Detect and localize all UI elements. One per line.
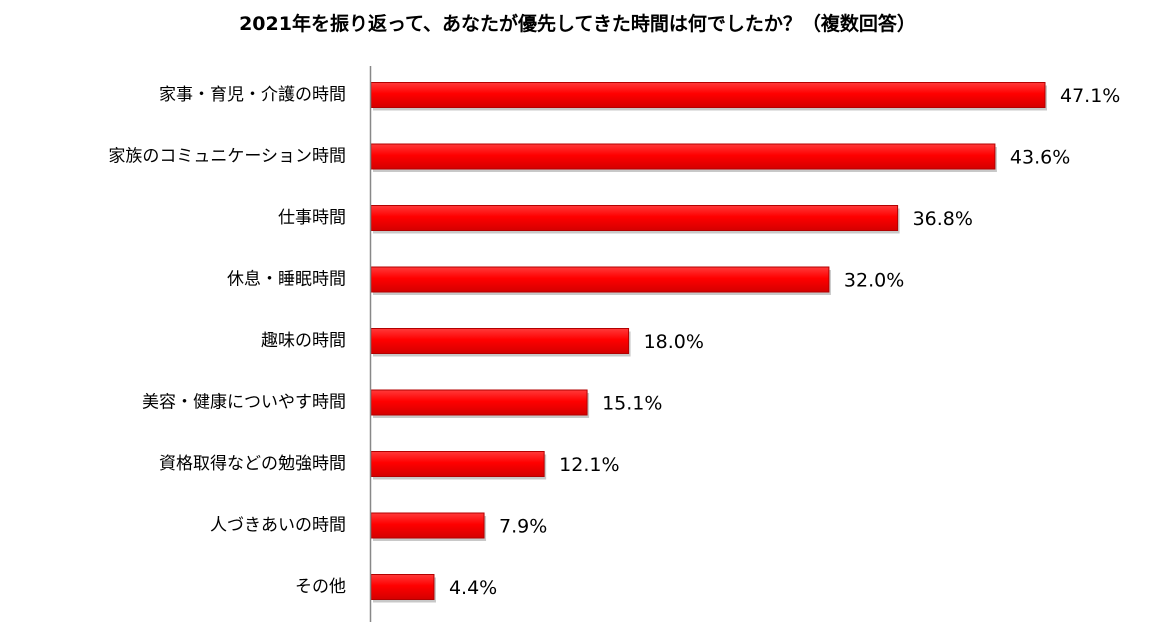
category-label: その他 <box>295 577 346 597</box>
value-label: 12.1% <box>559 454 619 476</box>
bar <box>370 266 830 293</box>
category-label: 休息・睡眠時間 <box>227 270 346 290</box>
bars-layer: 家事・育児・介護の時間 47.1% 家族のコミュニケーション時間 43.6% 仕事時間 3… <box>108 82 1120 603</box>
category-label: 仕事時間 <box>278 208 346 228</box>
category-label: 資格取得などの勉強時間 <box>159 454 346 474</box>
value-label: 43.6% <box>1010 147 1070 169</box>
value-label: 15.1% <box>602 393 662 415</box>
category-label: 人づきあいの時間 <box>210 516 346 536</box>
category-label: 家事・育児・介護の時間 <box>159 85 346 105</box>
value-label: 18.0% <box>644 331 704 353</box>
value-label: 36.8% <box>913 208 973 230</box>
category-label: 家族のコミュニケーション時間 <box>108 147 346 167</box>
bar <box>370 143 996 170</box>
chart-title: 2021年を振り返って、あなたが優先してきた時間は何でしたか？（複数回答） <box>239 13 916 35</box>
bar <box>370 205 899 231</box>
bar <box>370 451 545 477</box>
bar <box>370 389 588 416</box>
value-label: 4.4% <box>449 577 497 599</box>
value-label: 47.1% <box>1060 85 1120 107</box>
bar <box>370 82 1046 108</box>
bar <box>370 574 435 600</box>
value-label: 32.0% <box>844 270 904 292</box>
category-label: 趣味の時間 <box>261 331 346 351</box>
bar <box>370 512 485 539</box>
category-label: 美容・健康についやす時間 <box>142 393 346 413</box>
value-label: 7.9% <box>499 516 547 538</box>
bar <box>370 328 630 354</box>
